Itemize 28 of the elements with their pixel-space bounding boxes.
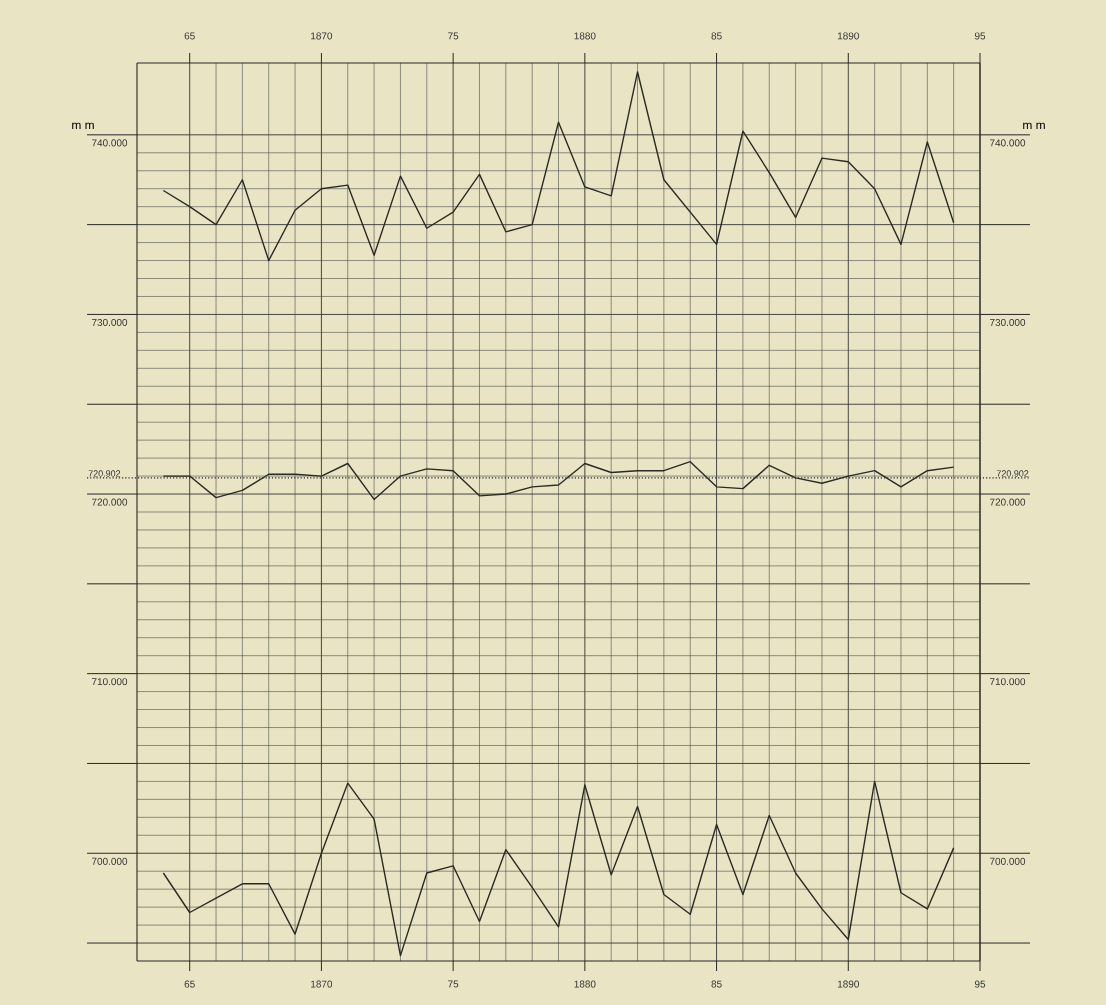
x-tick-label: 1880	[574, 980, 596, 988]
x-tick-label: 1870	[311, 980, 333, 988]
y2-axis-title: m m	[1023, 122, 1045, 130]
x-tick-label: 85	[711, 980, 722, 988]
y2-tick-label: 730.000	[990, 318, 1026, 326]
x2-tick-label: 85	[711, 32, 722, 40]
x2-tick-label: 65	[184, 32, 195, 40]
x2-tick-label: 1890	[837, 32, 859, 40]
y2-tick-label: 740.000	[990, 139, 1026, 147]
x-tick-label: 75	[448, 980, 459, 988]
x-tick-label: 1890	[837, 980, 859, 988]
ref-line-label: 720.902	[88, 470, 121, 477]
y-tick-label: 720.000	[92, 498, 128, 506]
text: 720.902	[996, 470, 1029, 477]
y-tick-label: 710.000	[92, 678, 128, 686]
y2-tick-label: 700.000	[990, 857, 1026, 865]
x2-tick-label: 1880	[574, 32, 596, 40]
x-tick-label: 65	[184, 980, 195, 988]
y-axis-title: m m	[72, 122, 94, 130]
y-tick-label: 730.000	[92, 318, 128, 326]
x2-tick-label: 95	[974, 32, 986, 40]
y2-tick-label: 710.000	[990, 678, 1026, 686]
y-tick-label: 700.000	[92, 857, 128, 865]
x2-tick-label: 75	[448, 32, 459, 40]
x-tick-label: 95	[974, 980, 986, 988]
y2-tick-label: 720.000	[990, 498, 1026, 506]
x2-tick-label: 1870	[311, 32, 333, 40]
y-tick-label: 740.000	[92, 139, 128, 147]
